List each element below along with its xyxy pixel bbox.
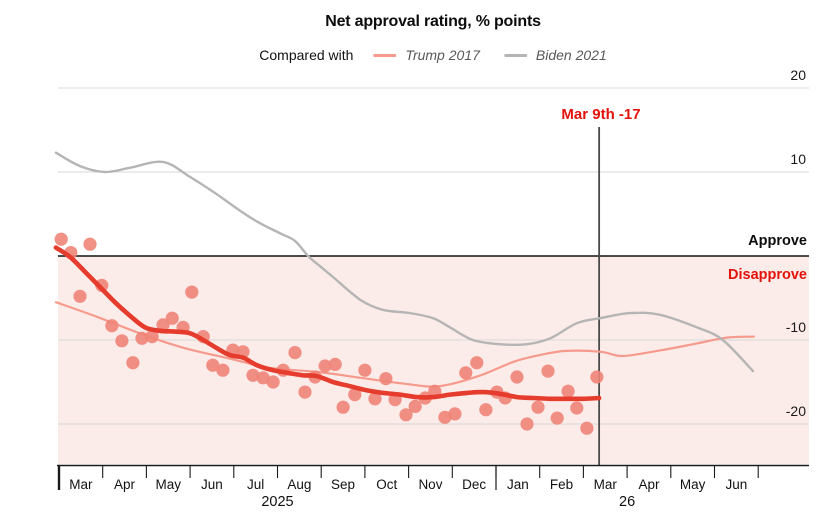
poll-dot: [358, 363, 372, 377]
annotation-label: Mar 9th -17: [561, 106, 640, 123]
poll-dot: [185, 285, 199, 299]
poll-dot: [328, 357, 342, 371]
poll-dot: [266, 375, 280, 389]
y-tick-label--10: -10: [786, 319, 806, 335]
poll-dot: [379, 372, 393, 386]
month-label: Mar: [594, 477, 618, 492]
month-label: Nov: [418, 477, 442, 492]
poll-dot: [83, 237, 97, 251]
poll-dot: [368, 392, 382, 406]
poll-dot: [135, 331, 149, 345]
month-label: Jun: [201, 477, 223, 492]
poll-dot: [318, 359, 332, 373]
month-label: May: [680, 477, 706, 492]
y-tick-label--20: -20: [786, 403, 806, 419]
y-tick-label-20: 20: [790, 67, 806, 83]
month-label: May: [155, 477, 181, 492]
poll-dot: [145, 330, 159, 344]
poll-result-dots: [54, 232, 604, 435]
poll-dot: [246, 368, 260, 382]
poll-dot: [531, 400, 545, 414]
poll-dot: [541, 364, 555, 378]
poll-dot: [520, 417, 534, 431]
trend-line-biden-2021: [54, 151, 755, 373]
poll-dot: [288, 346, 302, 360]
month-label: Jun: [725, 477, 747, 492]
poll-dot: [561, 384, 575, 398]
poll-dot: [336, 400, 350, 414]
month-label: Apr: [114, 477, 136, 492]
legend-label-trump-2017: Trump 2017: [405, 47, 480, 63]
poll-dot: [115, 334, 129, 348]
month-label: Feb: [550, 477, 573, 492]
legend: Compared with Trump 2017 Biden 2021: [259, 47, 606, 63]
poll-dot: [54, 232, 68, 246]
month-label: Mar: [69, 477, 93, 492]
poll-dot: [448, 407, 462, 421]
poll-dot: [156, 318, 170, 332]
month-label: Jan: [507, 477, 529, 492]
month-label: Apr: [638, 477, 660, 492]
poll-dot: [298, 385, 312, 399]
poll-dot: [105, 319, 119, 333]
poll-dot: [459, 366, 473, 380]
poll-dot: [550, 411, 564, 425]
legend-prefix: Compared with: [259, 47, 354, 63]
disapprove-label: Disapprove: [728, 267, 807, 283]
trump-2017-line-swatch: [373, 53, 397, 57]
month-label: Jul: [247, 477, 264, 492]
poll-dot: [256, 371, 270, 385]
month-label: Aug: [287, 477, 311, 492]
disapprove-region: [58, 256, 809, 464]
month-label: Sep: [331, 477, 355, 492]
poll-dot: [590, 370, 604, 384]
poll-dot: [408, 399, 422, 413]
poll-dot: [438, 410, 452, 424]
month-label: Dec: [462, 477, 486, 492]
poll-dot: [570, 401, 584, 415]
chart-title: Net approval rating, % points: [325, 13, 541, 30]
trend-line-trump-2017: [54, 301, 755, 388]
poll-dot: [126, 356, 140, 370]
poll-dot: [479, 403, 493, 417]
year-label: 26: [619, 494, 635, 510]
poll-dot: [399, 408, 413, 422]
month-label: Oct: [376, 477, 397, 492]
y-axis-tick-labels: 20 10 -10 -20: [786, 67, 806, 419]
trend-line-trump-2025-smoothed-average-: [53, 245, 602, 402]
poll-dot: [206, 358, 220, 372]
approve-label: Approve: [748, 233, 807, 249]
poll-dot: [165, 311, 179, 325]
y-tick-label-10: 10: [790, 151, 806, 167]
biden-2021-line-swatch: [503, 53, 527, 57]
poll-dot: [510, 370, 524, 384]
trend-lines: [54, 151, 755, 388]
legend-label-biden-2021: Biden 2021: [535, 47, 607, 63]
poll-dot: [216, 363, 230, 377]
year-label: 2025: [261, 494, 293, 510]
poll-dot: [580, 421, 594, 435]
poll-dot: [73, 289, 87, 303]
poll-dot: [470, 356, 484, 370]
poll-dot: [348, 388, 362, 402]
